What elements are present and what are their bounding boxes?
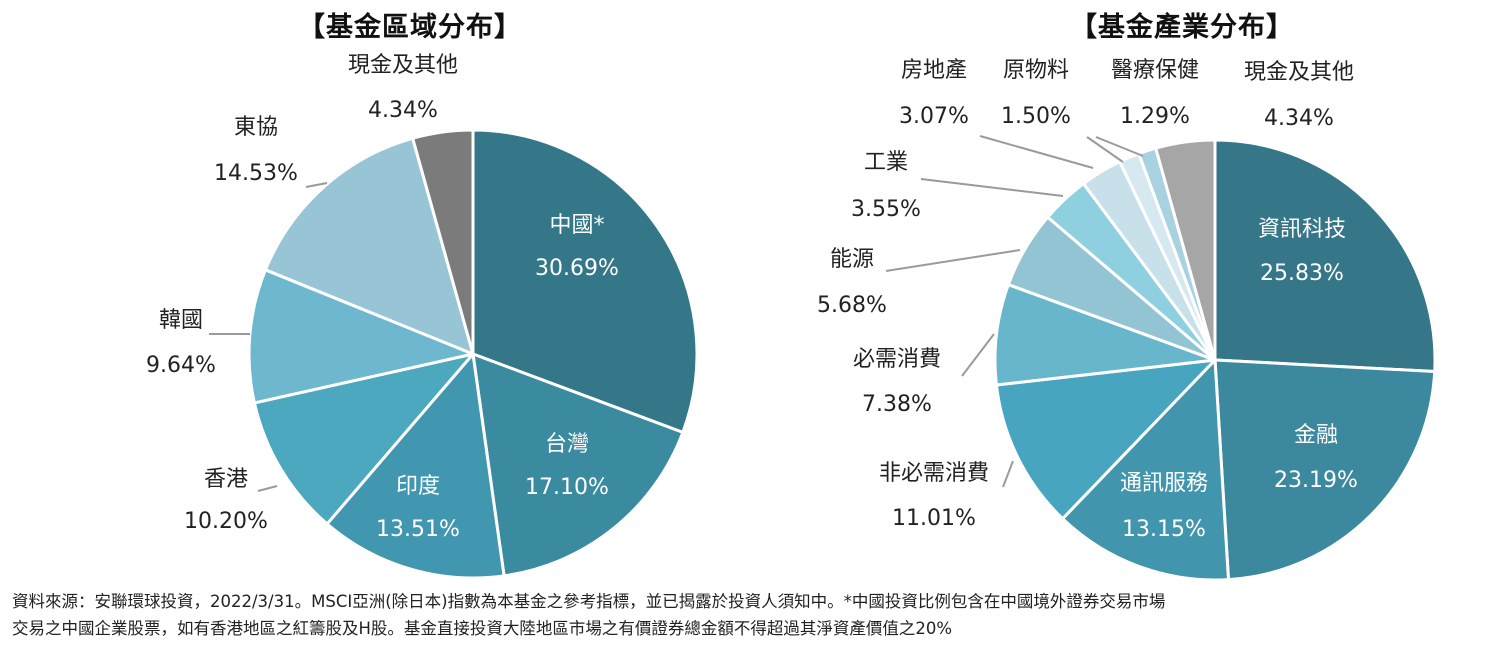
pie-slice bbox=[471, 128, 699, 434]
slice-label: 現金及其他 bbox=[1244, 60, 1354, 85]
slice-value-label: 30.69% bbox=[535, 256, 619, 281]
leader-line bbox=[1086, 136, 1124, 163]
slice-label: 金融 bbox=[1294, 423, 1338, 448]
pie-slice bbox=[325, 352, 506, 580]
leader-line bbox=[885, 249, 1021, 272]
leader-line bbox=[257, 485, 278, 492]
pie-slice bbox=[1213, 358, 1437, 580]
slice-value-label: 10.20% bbox=[184, 509, 268, 534]
pie-slice bbox=[994, 358, 1217, 521]
slice-value-label: 14.53% bbox=[214, 161, 298, 186]
leader-line bbox=[920, 178, 1064, 197]
slice-label: 印度 bbox=[396, 474, 440, 499]
industry-pie: 資訊科技 25.83% 金融 23.19% 通訊服務 13.15% 非必需消費 11.01% 必… bbox=[817, 58, 1437, 580]
leader-line bbox=[961, 333, 995, 377]
slice-value-label: 13.15% bbox=[1122, 517, 1206, 542]
industry-chart-title: 【基金產業分布】 bbox=[1070, 11, 1294, 43]
slice-label: 非必需消費 bbox=[879, 461, 989, 486]
slice-value-label: 4.34% bbox=[368, 98, 438, 123]
slice-label: 能源 bbox=[830, 247, 874, 272]
slice-value-label: 1.29% bbox=[1120, 104, 1190, 129]
leader-line bbox=[979, 135, 1094, 169]
slice-value-label: 1.50% bbox=[1001, 104, 1071, 129]
slice-label: 台灣 bbox=[545, 432, 589, 457]
slice-label: 醫療保健 bbox=[1111, 58, 1199, 83]
leader-line bbox=[1002, 460, 1014, 488]
slice-label: 韓國 bbox=[159, 308, 203, 333]
slice-value-label: 25.83% bbox=[1260, 261, 1344, 286]
slice-label: 中國* bbox=[549, 213, 604, 238]
charts-canvas: 【基金區域分布】 【基金產業分布】 中國* 30.69% 台灣 17.10% 印度 13.… bbox=[146, 11, 1437, 580]
slice-label: 香港 bbox=[204, 467, 248, 492]
slice-value-label: 23.19% bbox=[1274, 468, 1358, 493]
pie-slice bbox=[252, 352, 475, 526]
footnote-line-2: 交易之中國企業股票，如有香港地區之紅籌股及H股。基金直接投資大陸地區市場之有價證… bbox=[12, 619, 953, 638]
pie-slice bbox=[263, 136, 475, 356]
region-chart-title: 【基金區域分布】 bbox=[298, 11, 522, 43]
slice-value-label: 9.64% bbox=[146, 353, 216, 378]
pie-slice bbox=[1061, 358, 1230, 580]
slice-value-label: 5.68% bbox=[817, 293, 887, 318]
slice-value-label: 11.01% bbox=[892, 506, 976, 531]
pie-slice bbox=[471, 352, 685, 578]
slice-value-label: 17.10% bbox=[525, 475, 609, 500]
slice-label: 原物料 bbox=[1003, 58, 1069, 83]
leader-line bbox=[305, 182, 328, 188]
slice-value-label: 3.07% bbox=[899, 104, 969, 129]
slice-label: 必需消費 bbox=[853, 347, 941, 372]
pie-slice bbox=[411, 128, 475, 356]
leader-line bbox=[1095, 136, 1144, 157]
slice-label: 資訊科技 bbox=[1258, 217, 1346, 242]
slice-label: 通訊服務 bbox=[1120, 471, 1208, 496]
pie-slice bbox=[1213, 138, 1437, 373]
pie-slice bbox=[247, 268, 475, 405]
pie-slice bbox=[1154, 138, 1217, 362]
slice-label: 工業 bbox=[864, 150, 908, 175]
region-pie: 中國* 30.69% 台灣 17.10% 印度 13.51% 香港 10.20% 韓國 9.64%… bbox=[146, 53, 699, 580]
slice-value-label: 4.34% bbox=[1264, 106, 1334, 131]
pie-slice bbox=[993, 283, 1217, 387]
slice-label: 東協 bbox=[234, 115, 278, 140]
slice-value-label: 7.38% bbox=[862, 392, 932, 417]
footnote-line-1: 資料來源：安聯環球投資，2022/3/31。MSCI亞洲(除日本)指數為本基金之… bbox=[12, 592, 1166, 611]
slice-label: 房地產 bbox=[901, 58, 967, 83]
slice-value-label: 3.55% bbox=[851, 197, 921, 222]
slice-value-label: 13.51% bbox=[376, 517, 460, 542]
source-footnote: 資料來源：安聯環球投資，2022/3/31。MSCI亞洲(除日本)指數為本基金之… bbox=[12, 588, 1492, 642]
slice-label: 現金及其他 bbox=[348, 53, 458, 78]
